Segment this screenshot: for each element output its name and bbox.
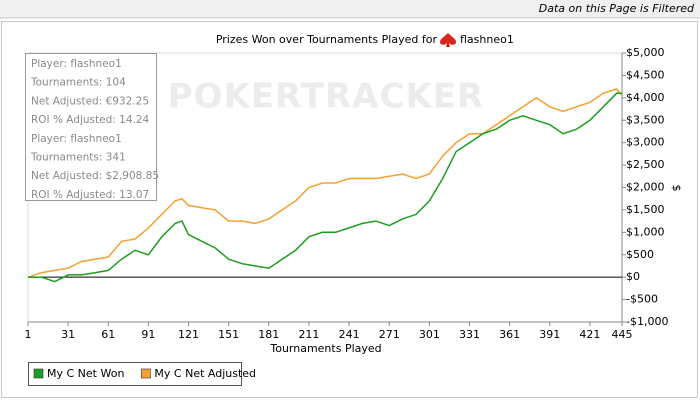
x-tick-label: 151 — [218, 328, 239, 341]
x-tick-label: 241 — [339, 328, 360, 341]
tooltip-line: Tournaments: 104 — [30, 77, 126, 89]
y-tick-label: $1,500 — [626, 203, 665, 216]
y-tick-label: $1,000 — [626, 225, 665, 238]
chart-title: Prizes Won over Tournaments Played for — [216, 33, 438, 46]
tooltip-line: Player: flashneo1 — [31, 133, 122, 145]
y-tick-label: $2,500 — [626, 158, 665, 171]
x-tick-label: 61 — [101, 328, 115, 341]
tooltip-line: Net Adjusted: $2,908.85 — [31, 170, 159, 182]
tooltip-line: Player: flashneo1 — [31, 58, 122, 70]
y-tick-label: $4,000 — [626, 91, 665, 104]
x-tick-label: 91 — [141, 328, 155, 341]
y-tick-label: -$500 — [626, 293, 658, 306]
x-tick-label: 181 — [258, 328, 279, 341]
y-tick-label: $3,500 — [626, 113, 665, 126]
y-tick-label: $2,000 — [626, 181, 665, 194]
legend-swatch — [141, 368, 151, 379]
x-axis-label: Tournaments Played — [269, 342, 381, 355]
filter-notice: Data on this Page is Filtered — [539, 2, 695, 15]
x-tick-label: 391 — [539, 328, 560, 341]
x-tick-label: 1 — [25, 328, 32, 341]
x-tick-label: 121 — [178, 328, 199, 341]
tooltip-line: ROI % Adjusted: 14.24 — [31, 114, 150, 126]
series-line — [28, 92, 622, 283]
legend-label: My C Net Won — [47, 367, 124, 380]
y-tick-label: $500 — [626, 248, 654, 261]
x-tick-label: 271 — [379, 328, 400, 341]
tooltip-line: Net Adjusted: €932.25 — [31, 95, 149, 107]
y-axis-label: $ — [670, 185, 683, 192]
tooltip-line: ROI % Adjusted: 13.07 — [31, 189, 149, 201]
tooltip-box — [25, 53, 157, 201]
y-tick-label: -$1,000 — [626, 315, 668, 328]
legend-swatch — [33, 368, 44, 379]
watermark: POKERTRACKER — [168, 77, 484, 117]
series-line — [27, 88, 623, 278]
tooltip-line: Tournaments: 341 — [30, 152, 126, 164]
y-tick-label: $3,000 — [626, 136, 665, 149]
x-tick-label: 211 — [298, 328, 319, 341]
x-tick-label: 301 — [419, 328, 440, 341]
top-bar — [0, 0, 700, 18]
x-tick-label: 331 — [459, 328, 480, 341]
x-tick-label: 31 — [61, 328, 75, 341]
spade-icon — [440, 33, 456, 47]
x-tick-label: 445 — [612, 328, 633, 341]
legend-label: My C Net Adjusted — [154, 367, 256, 380]
x-tick-label: 421 — [579, 328, 600, 341]
y-tick-label: $0 — [626, 270, 640, 283]
y-tick-label: $4,500 — [626, 68, 665, 81]
y-tick-label: $5,000 — [626, 46, 665, 59]
legend — [28, 362, 242, 386]
player-name: flashneo1 — [460, 33, 514, 46]
x-tick-label: 361 — [499, 328, 520, 341]
